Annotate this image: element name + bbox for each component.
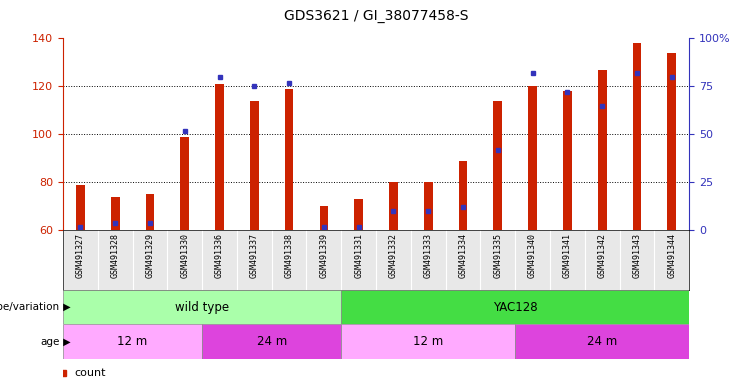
Bar <box>668 53 676 230</box>
Text: GSM491343: GSM491343 <box>633 233 642 278</box>
Text: count: count <box>75 368 107 378</box>
Text: GSM491334: GSM491334 <box>459 233 468 278</box>
Bar <box>111 197 119 230</box>
Text: GSM491337: GSM491337 <box>250 233 259 278</box>
Bar <box>528 86 537 230</box>
Bar <box>63 290 342 324</box>
Bar <box>76 185 84 230</box>
Text: wild type: wild type <box>175 301 229 314</box>
Text: 12 m: 12 m <box>413 335 443 348</box>
Text: 24 m: 24 m <box>256 335 287 348</box>
Bar <box>459 161 468 230</box>
Text: GSM491336: GSM491336 <box>215 233 224 278</box>
Bar <box>342 324 515 359</box>
Text: GSM491335: GSM491335 <box>494 233 502 278</box>
Text: genotype/variation: genotype/variation <box>0 302 59 312</box>
Text: ▶: ▶ <box>60 302 70 312</box>
Bar <box>285 89 293 230</box>
Bar <box>515 324 689 359</box>
Bar <box>563 91 572 230</box>
Text: 12 m: 12 m <box>117 335 147 348</box>
Text: GDS3621 / GI_38077458-S: GDS3621 / GI_38077458-S <box>284 9 468 23</box>
Bar <box>342 290 689 324</box>
Text: GSM491339: GSM491339 <box>319 233 328 278</box>
Bar <box>145 194 154 230</box>
Bar <box>494 101 502 230</box>
Text: GSM491330: GSM491330 <box>180 233 189 278</box>
Text: GSM491332: GSM491332 <box>389 233 398 278</box>
Text: GSM491338: GSM491338 <box>285 233 293 278</box>
Bar <box>598 70 607 230</box>
Text: GSM491331: GSM491331 <box>354 233 363 278</box>
Text: GSM491333: GSM491333 <box>424 233 433 278</box>
Bar <box>319 206 328 230</box>
Text: YAC128: YAC128 <box>493 301 537 314</box>
Bar <box>180 137 189 230</box>
Text: GSM491344: GSM491344 <box>667 233 677 278</box>
Bar <box>63 324 202 359</box>
Text: GSM491328: GSM491328 <box>110 233 119 278</box>
Bar <box>250 101 259 230</box>
Text: GSM491329: GSM491329 <box>145 233 154 278</box>
Text: GSM491341: GSM491341 <box>563 233 572 278</box>
Text: GSM491327: GSM491327 <box>76 233 85 278</box>
Text: 24 m: 24 m <box>587 335 617 348</box>
Text: GSM491340: GSM491340 <box>528 233 537 278</box>
Bar <box>202 324 342 359</box>
Bar <box>633 43 641 230</box>
Bar <box>354 199 363 230</box>
Text: age: age <box>40 337 59 347</box>
Bar <box>424 182 433 230</box>
Text: ▶: ▶ <box>60 337 70 347</box>
Bar <box>215 84 224 230</box>
Text: GSM491342: GSM491342 <box>598 233 607 278</box>
Bar <box>389 182 398 230</box>
